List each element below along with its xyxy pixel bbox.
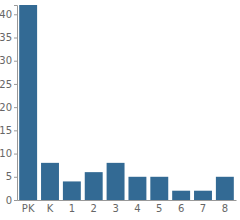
x-tick: K (47, 200, 54, 214)
bar (216, 177, 234, 200)
y-tick-mark (14, 177, 17, 178)
bar (107, 163, 125, 200)
y-axis: 0 5 10 15 20 25 30 35 40 (0, 6, 18, 206)
bar (150, 177, 168, 200)
x-tick: 5 (156, 200, 162, 214)
x-tick-label: 5 (156, 203, 162, 214)
y-tick-label: 30 (0, 55, 12, 66)
y-tick-label: 0 (6, 195, 12, 206)
y-axis-line (14, 6, 18, 201)
x-tick: 2 (91, 200, 97, 214)
y-tick-mark (14, 38, 17, 39)
y-tick: 0 (6, 195, 17, 206)
y-tick-label: 35 (0, 32, 12, 43)
bar (194, 191, 212, 200)
bar (41, 163, 59, 200)
bar (63, 181, 81, 200)
y-tick-label: 40 (0, 9, 12, 20)
y-tick: 5 (6, 171, 17, 182)
x-tick: 7 (200, 200, 206, 214)
x-tick: 8 (222, 200, 228, 214)
x-axis: PK K 1 2 3 4 5 6 7 8 (18, 200, 237, 214)
x-tick: 6 (178, 200, 184, 214)
x-tick-label: 6 (178, 203, 184, 214)
x-tick-label: 7 (200, 203, 206, 214)
y-tick: 20 (0, 102, 17, 113)
x-tick-label: 4 (134, 203, 140, 214)
y-tick-mark (14, 107, 17, 108)
y-tick-label: 10 (0, 148, 12, 159)
x-tick-label: PK (22, 203, 35, 214)
y-tick: 30 (0, 55, 17, 66)
x-tick: 3 (112, 200, 118, 214)
x-tick-label: 3 (112, 203, 118, 214)
x-axis-line (18, 200, 237, 201)
bar (172, 191, 190, 200)
x-tick-label: 2 (91, 203, 97, 214)
bar (128, 177, 146, 200)
x-tick: PK (22, 200, 35, 214)
x-tick-label: K (47, 203, 54, 214)
chart: 0 5 10 15 20 25 30 35 40 PK K 1 2 3 4 5 6 7 8 (0, 0, 240, 220)
y-tick-label: 15 (0, 125, 12, 136)
bar (85, 172, 103, 200)
plot: 0 5 10 15 20 25 30 35 40 PK K 1 2 3 4 5 6 7 8 (0, 5, 237, 214)
x-tick: 1 (69, 200, 75, 214)
x-tick-label: 1 (69, 203, 75, 214)
x-tick: 4 (134, 200, 140, 214)
y-tick-label: 5 (6, 171, 12, 182)
y-tick-mark (14, 130, 17, 131)
y-tick-mark (14, 200, 17, 201)
y-tick: 15 (0, 125, 17, 136)
bar (19, 5, 37, 200)
y-tick-mark (14, 84, 17, 85)
y-tick: 35 (0, 32, 17, 43)
y-tick-mark (14, 61, 17, 62)
bars (19, 5, 234, 200)
y-tick-mark (14, 154, 17, 155)
y-tick-label: 25 (0, 79, 12, 90)
y-tick-mark (14, 14, 17, 15)
y-tick-label: 20 (0, 102, 12, 113)
y-tick: 25 (0, 79, 17, 90)
y-tick: 40 (0, 9, 17, 20)
x-tick-label: 8 (222, 203, 228, 214)
y-tick: 10 (0, 148, 17, 159)
